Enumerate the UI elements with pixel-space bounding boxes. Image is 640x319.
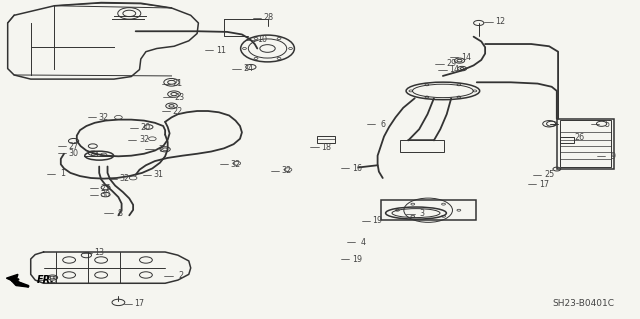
Text: 22: 22 <box>173 107 183 115</box>
Text: 19: 19 <box>372 216 383 225</box>
Polygon shape <box>6 274 29 287</box>
Text: 20: 20 <box>141 123 151 132</box>
Text: 7: 7 <box>159 145 164 154</box>
Text: 3: 3 <box>420 209 425 218</box>
Text: 13: 13 <box>94 248 104 257</box>
Text: 16: 16 <box>352 164 362 173</box>
Text: 27: 27 <box>100 184 111 193</box>
Text: 23: 23 <box>174 93 184 102</box>
Text: 21: 21 <box>173 79 183 88</box>
Text: 14: 14 <box>449 65 460 74</box>
Text: 30: 30 <box>68 149 79 158</box>
Text: 32: 32 <box>230 160 241 169</box>
Text: 27: 27 <box>68 142 79 151</box>
Text: 1: 1 <box>60 169 65 178</box>
Text: 11: 11 <box>216 46 226 55</box>
Text: 30: 30 <box>100 190 111 199</box>
Text: 5: 5 <box>604 120 609 129</box>
Text: 25: 25 <box>544 170 554 179</box>
Bar <box>560 120 611 167</box>
Text: 10: 10 <box>257 35 268 44</box>
Text: 24: 24 <box>243 64 253 73</box>
Text: 31: 31 <box>154 170 164 179</box>
Text: 26: 26 <box>574 133 584 142</box>
Text: 8: 8 <box>118 209 123 218</box>
Text: 17: 17 <box>134 299 145 308</box>
Text: 17: 17 <box>539 180 549 189</box>
Bar <box>557 119 614 169</box>
Text: 18: 18 <box>321 143 332 152</box>
Text: 2: 2 <box>178 271 183 280</box>
Text: 29: 29 <box>446 59 456 68</box>
Text: FR.: FR. <box>37 275 55 285</box>
Bar <box>400 140 444 152</box>
Text: 19: 19 <box>352 255 362 263</box>
Bar <box>317 136 335 143</box>
Text: 9: 9 <box>611 152 616 161</box>
Text: 32: 32 <box>139 135 149 144</box>
Text: SH23-B0401C: SH23-B0401C <box>552 299 614 308</box>
Text: 14: 14 <box>461 53 471 62</box>
Bar <box>381 200 476 220</box>
Text: 32: 32 <box>99 113 109 122</box>
Text: 12: 12 <box>495 17 506 26</box>
Text: 32: 32 <box>282 166 292 175</box>
Text: 32: 32 <box>120 174 130 183</box>
Bar <box>560 137 574 143</box>
Text: 6: 6 <box>380 120 385 129</box>
Text: 15: 15 <box>47 276 58 285</box>
Text: 4: 4 <box>360 238 365 247</box>
Text: 28: 28 <box>264 13 274 22</box>
